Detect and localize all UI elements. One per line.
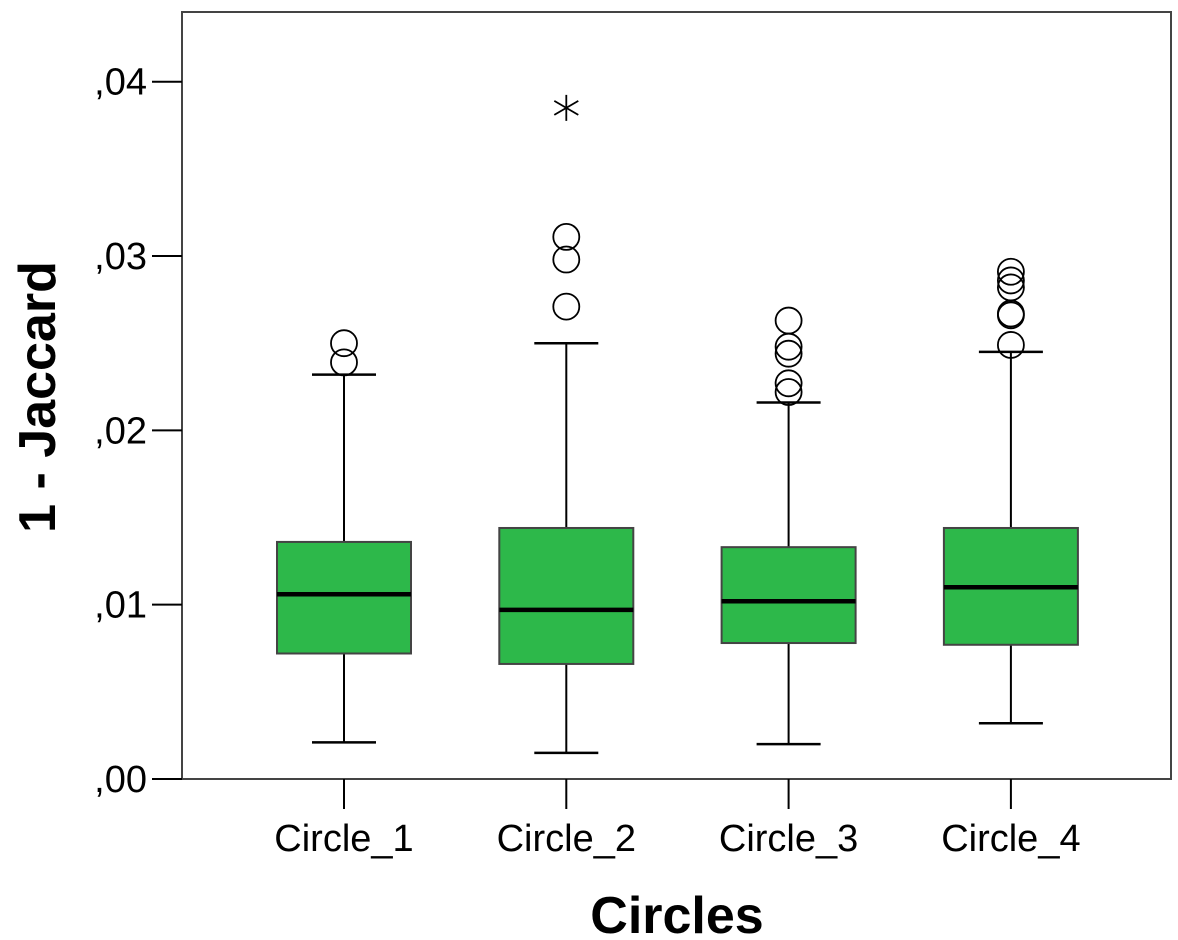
outlier-point [552, 222, 581, 251]
box-group-circle-4 [942, 257, 1079, 725]
outlier-point [552, 245, 581, 274]
outlier-point [774, 369, 803, 398]
box-group-circle-1 [276, 329, 412, 744]
outlier-point [997, 273, 1025, 302]
box-iqr [276, 540, 412, 655]
extreme-stroke [553, 100, 579, 116]
y-axis: ,00 ,01 ,02 ,03 ,04 [94, 62, 182, 801]
y-axis-title: 1 - Jaccard [9, 261, 67, 533]
outlier-point [552, 292, 581, 321]
outlier-point [997, 266, 1025, 295]
y-tick-label: ,01 [94, 585, 147, 627]
box-iqr [720, 546, 857, 645]
outlier-point [774, 306, 803, 335]
y-tick-label: ,00 [94, 759, 147, 801]
x-tick-label: Circle_4 [941, 818, 1080, 860]
x-tick-label: Circle_3 [719, 818, 858, 860]
outlier-point [774, 378, 803, 406]
x-axis: Circle_1 Circle_2 Circle_3 Circle_4 [274, 779, 1081, 860]
outlier-point [774, 339, 803, 368]
y-tick-label: ,03 [94, 236, 147, 278]
x-tick-label: Circle_2 [497, 818, 636, 860]
box-iqr [498, 526, 635, 665]
y-tick-label: ,04 [94, 62, 147, 104]
x-tick-label: Circle_1 [274, 818, 413, 860]
y-tick-label: ,02 [94, 410, 147, 452]
box-group-circle-3 [720, 306, 857, 746]
plot-frame [181, 11, 1172, 780]
outlier-point [330, 348, 358, 377]
plot-area [181, 11, 1172, 780]
x-axis-title: Circles [590, 887, 763, 940]
outlier-point [330, 329, 358, 358]
outlier-point [997, 331, 1025, 359]
outlier-point [997, 257, 1025, 286]
box-group-circle-2 [498, 94, 635, 755]
extreme-point [553, 94, 579, 121]
